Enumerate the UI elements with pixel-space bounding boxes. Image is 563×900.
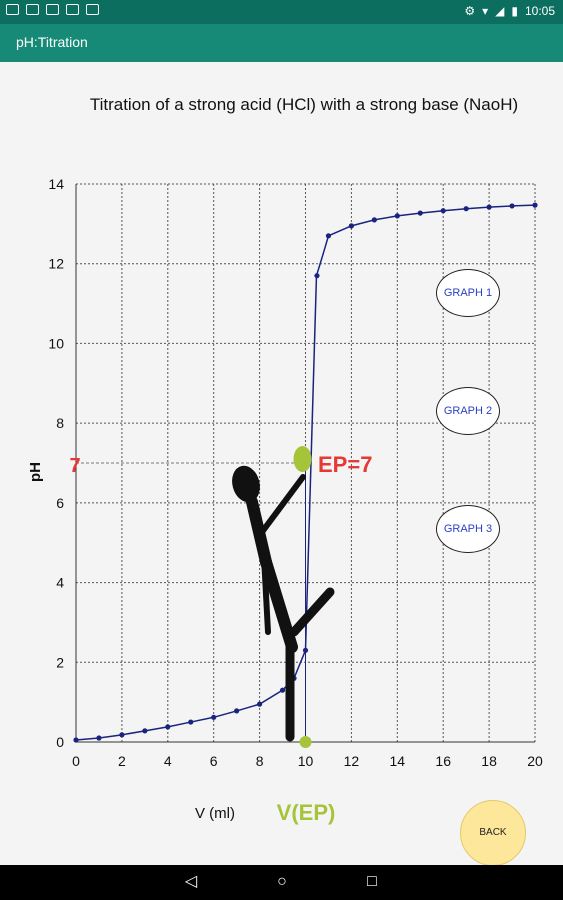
data-point [314, 273, 320, 279]
figure-arm-raised [259, 474, 306, 535]
x-tick-label: 18 [481, 753, 497, 769]
x-tick-label: 0 [72, 753, 80, 769]
status-time: 10:05 [524, 4, 555, 18]
y-tick-label: 12 [48, 256, 64, 272]
x-tick-label: 8 [256, 753, 264, 769]
image-icon [46, 4, 59, 15]
ph-seven-label: 7 [69, 455, 80, 477]
x-axis-label: V (ml) [195, 805, 235, 822]
graph-1-button[interactable]: GRAPH 1 [436, 269, 500, 317]
mail-icon [26, 4, 39, 15]
signal-icon: ◢ [495, 4, 505, 18]
data-point [532, 202, 538, 208]
data-point [142, 728, 148, 734]
chart-title: Titration of a strong acid (HCl) with a … [90, 95, 518, 114]
grid-icon [66, 4, 79, 15]
data-point [96, 735, 102, 741]
battery-icon: ▮ [511, 4, 518, 18]
x-tick-label: 10 [298, 753, 314, 769]
x-tick-label: 4 [164, 753, 172, 769]
data-point [417, 210, 423, 216]
figure-lower-body [260, 556, 298, 653]
data-point [188, 719, 194, 725]
settings-icon: ⚙ [464, 4, 476, 18]
back-button[interactable]: BACK [460, 800, 526, 866]
data-point [165, 724, 171, 730]
x-tick-label: 20 [527, 753, 543, 769]
app-title: pH:Titration [16, 34, 88, 50]
data-point [463, 206, 469, 212]
data-point [73, 737, 79, 743]
data-point [509, 203, 515, 209]
x-tick-label: 14 [390, 753, 406, 769]
y-tick-label: 10 [48, 335, 64, 351]
grid-icon [86, 4, 99, 15]
ep-label: EP=7 [318, 452, 372, 477]
titration-curve [75, 204, 536, 741]
data-point [371, 217, 377, 223]
navigation-bar: ◁ ○ □ [0, 865, 563, 900]
y-tick-label: 14 [48, 176, 64, 192]
y-tick-label: 2 [56, 654, 64, 670]
figure-head [232, 465, 260, 503]
data-point [440, 208, 446, 214]
content-area: Titration of a strong acid (HCl) with a … [0, 62, 563, 866]
x-tick-label: 16 [435, 753, 451, 769]
y-axis-label: pH [27, 462, 44, 482]
nav-back-icon[interactable]: ◁ [184, 873, 198, 890]
graph-2-button[interactable]: GRAPH 2 [436, 387, 500, 435]
app-bar: pH:Titration [0, 24, 563, 62]
v-ep-marker [299, 736, 312, 748]
graph-3-button[interactable]: GRAPH 3 [436, 505, 500, 553]
titration-chart: Titration of a strong acid (HCl) with a … [27, 95, 543, 825]
data-point [348, 223, 354, 229]
data-point [279, 687, 286, 693]
x-tick-label: 6 [210, 753, 218, 769]
data-point [486, 204, 492, 210]
status-bar: ⚙ ▾ ◢ ▮ 10:05 [0, 0, 563, 24]
y-tick-label: 8 [56, 415, 64, 431]
nav-home-icon[interactable]: ○ [277, 873, 287, 890]
notification-icons [6, 4, 99, 15]
stick-figure [232, 465, 335, 742]
v-ep-label: V(EP) [277, 800, 336, 825]
data-point [234, 708, 240, 714]
data-point [325, 233, 332, 239]
y-tick-label: 6 [56, 495, 64, 511]
y-tick-label: 0 [56, 734, 64, 750]
y-tick-label: 4 [56, 575, 64, 591]
data-point [394, 213, 400, 219]
nav-recents-icon[interactable]: □ [367, 873, 377, 890]
data-point [119, 732, 125, 738]
figure-arm-lower [261, 554, 271, 635]
ep-marker [293, 446, 312, 472]
figure-leg-kicking [289, 587, 335, 637]
mail-icon [6, 4, 19, 15]
wifi-icon: ▾ [482, 4, 489, 18]
x-tick-label: 12 [344, 753, 360, 769]
data-point [211, 714, 217, 720]
x-tick-label: 2 [118, 753, 126, 769]
data-point [257, 701, 263, 707]
